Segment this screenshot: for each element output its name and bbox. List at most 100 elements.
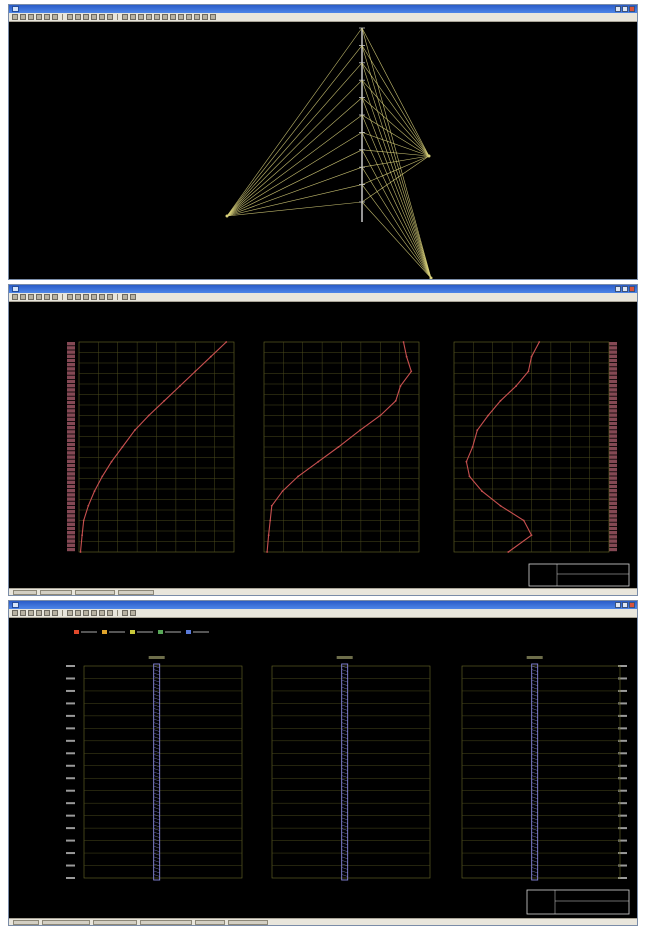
- minimize-button[interactable]: [615, 286, 621, 292]
- right-tick-label: [618, 752, 627, 755]
- toolbar-button[interactable]: [186, 14, 192, 20]
- toolbar-button[interactable]: [170, 14, 176, 20]
- toolbar-button[interactable]: [12, 14, 18, 20]
- column-hatch: [153, 860, 160, 863]
- toolbar-button[interactable]: [75, 294, 81, 300]
- maximize-button[interactable]: [622, 286, 628, 292]
- column-hatch: [341, 874, 348, 877]
- column-hatch: [531, 764, 538, 768]
- maximize-button[interactable]: [622, 6, 628, 12]
- toolbar-button[interactable]: [99, 14, 105, 20]
- toolbar-button[interactable]: [28, 294, 34, 300]
- toolbar-button[interactable]: [83, 14, 89, 20]
- toolbar-button[interactable]: [36, 14, 42, 20]
- tab-chip[interactable]: [93, 919, 137, 925]
- legend-label-placeholder: [137, 631, 153, 633]
- minimize-button[interactable]: [615, 6, 621, 12]
- toolbar-button[interactable]: [20, 14, 26, 20]
- toolbar-button[interactable]: [99, 294, 105, 300]
- right-scale-mark: [609, 463, 617, 468]
- column-hatch: [341, 814, 348, 817]
- column-hatch: [341, 807, 348, 810]
- column-hatch: [341, 867, 348, 870]
- left-scale-mark: [67, 535, 75, 539]
- toolbar-button[interactable]: [202, 14, 208, 20]
- toolbar-button[interactable]: [178, 14, 184, 20]
- tab-chip[interactable]: [140, 919, 192, 925]
- tab-chip[interactable]: [42, 919, 90, 925]
- toolbar-button[interactable]: [107, 610, 113, 616]
- toolbar-button[interactable]: [44, 14, 50, 20]
- data-point: [394, 399, 397, 402]
- toolbar-button[interactable]: [130, 294, 136, 300]
- toolbar-button[interactable]: [91, 294, 97, 300]
- toolbar-button[interactable]: [67, 294, 73, 300]
- toolbar-button[interactable]: [28, 14, 34, 20]
- toolbar-button[interactable]: [67, 14, 73, 20]
- close-button[interactable]: [629, 602, 635, 608]
- toolbar-button[interactable]: [44, 294, 50, 300]
- tab-chip[interactable]: [195, 919, 225, 925]
- toolbar-button[interactable]: [28, 610, 34, 616]
- toolbar-button[interactable]: [91, 14, 97, 20]
- column-hatch: [153, 789, 160, 792]
- title-bar[interactable]: [9, 285, 637, 293]
- data-point: [110, 460, 113, 463]
- guy-wire: [226, 114, 363, 217]
- tab-chip[interactable]: [118, 589, 154, 595]
- toolbar-button[interactable]: [122, 14, 128, 20]
- toolbar-button[interactable]: [138, 14, 144, 20]
- toolbar-button[interactable]: [91, 610, 97, 616]
- toolbar-button[interactable]: [44, 610, 50, 616]
- column-hatch: [153, 683, 160, 686]
- toolbar-button[interactable]: [83, 294, 89, 300]
- minimize-button[interactable]: [615, 602, 621, 608]
- toolbar-button[interactable]: [146, 14, 152, 20]
- maximize-button[interactable]: [622, 602, 628, 608]
- toolbar-button[interactable]: [83, 610, 89, 616]
- tab-chip[interactable]: [13, 919, 39, 925]
- title-bar[interactable]: [9, 601, 637, 609]
- toolbar-button[interactable]: [67, 610, 73, 616]
- close-button[interactable]: [629, 6, 635, 12]
- data-point: [471, 446, 474, 448]
- profile-plots[interactable]: [9, 302, 637, 595]
- toolbar-button[interactable]: [75, 610, 81, 616]
- toolbar-button[interactable]: [130, 14, 136, 20]
- column-plots[interactable]: [9, 618, 637, 925]
- column-hatch: [341, 789, 348, 792]
- toolbar-button[interactable]: [122, 294, 128, 300]
- column-hatch: [341, 782, 348, 785]
- toolbar-button[interactable]: [52, 294, 58, 300]
- data-point: [225, 341, 228, 343]
- toolbar-button[interactable]: [20, 294, 26, 300]
- toolbar-button[interactable]: [107, 294, 113, 300]
- right-scale-mark: [609, 363, 617, 367]
- tab-chip[interactable]: [75, 589, 115, 595]
- toolbar-button[interactable]: [162, 14, 168, 20]
- tower-3d-view[interactable]: [9, 22, 637, 279]
- tab-chip[interactable]: [228, 919, 268, 925]
- toolbar-button[interactable]: [36, 294, 42, 300]
- toolbar-button[interactable]: [154, 14, 160, 20]
- toolbar-button[interactable]: [194, 14, 200, 20]
- toolbar-button[interactable]: [75, 14, 81, 20]
- tab-chip[interactable]: [40, 589, 72, 595]
- close-button[interactable]: [629, 286, 635, 292]
- toolbar-button[interactable]: [122, 610, 128, 616]
- app-icon: [12, 6, 19, 12]
- toolbar-button[interactable]: [107, 14, 113, 20]
- title-bar[interactable]: [9, 5, 637, 13]
- toolbar-button[interactable]: [99, 610, 105, 616]
- column-hatch: [153, 768, 160, 771]
- toolbar-button[interactable]: [20, 610, 26, 616]
- toolbar-button[interactable]: [52, 610, 58, 616]
- toolbar-button[interactable]: [36, 610, 42, 616]
- toolbar-button[interactable]: [12, 294, 18, 300]
- toolbar-button[interactable]: [210, 14, 216, 20]
- right-tick-label: [618, 739, 627, 742]
- toolbar-button[interactable]: [12, 610, 18, 616]
- toolbar-button[interactable]: [130, 610, 136, 616]
- tab-chip[interactable]: [13, 589, 37, 595]
- toolbar-button[interactable]: [52, 14, 58, 20]
